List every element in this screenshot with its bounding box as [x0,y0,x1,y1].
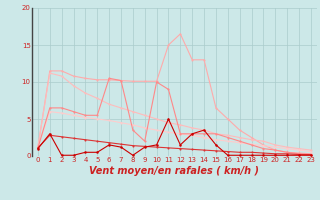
X-axis label: Vent moyen/en rafales ( km/h ): Vent moyen/en rafales ( km/h ) [89,166,260,176]
